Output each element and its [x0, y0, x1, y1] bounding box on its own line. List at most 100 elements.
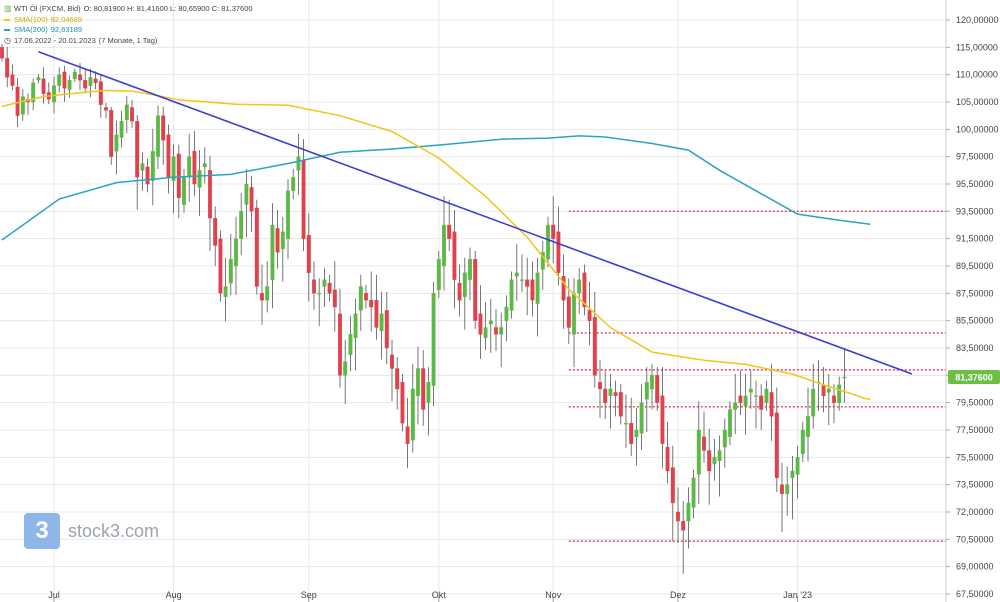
candle-60: [312, 261, 316, 310]
candle-154: [800, 421, 805, 463]
candle-body-52: [270, 224, 275, 280]
candle-body-138: [717, 450, 722, 461]
candle-body-115: [598, 382, 602, 390]
candle-body-40: [208, 170, 212, 219]
x-tick-label-0: Jul: [48, 590, 60, 600]
candle-52: [270, 203, 275, 309]
price-badge-text: 81,37600: [955, 373, 993, 383]
candle-95: [494, 309, 498, 351]
candle-body-160: [832, 395, 836, 403]
candle-120: [624, 394, 628, 448]
candle-body-136: [707, 450, 712, 472]
candle-59: [306, 213, 311, 302]
candle-8: [41, 67, 46, 104]
candle-body-109: [566, 296, 571, 328]
candle-body-142: [738, 395, 743, 403]
candle-19: [98, 75, 103, 118]
candle-body-86: [447, 224, 452, 239]
y-tick-label-3: 105,00000: [956, 97, 999, 107]
y-tick-label-11: 85,50000: [956, 316, 994, 326]
candle-97: [504, 295, 509, 342]
candle-123: [639, 384, 644, 450]
candle-14: [72, 68, 77, 83]
x-tick-label-5: Dez: [670, 590, 687, 600]
candle-40: [208, 155, 212, 251]
candle-body-38: [197, 170, 202, 188]
candle-138: [717, 435, 722, 497]
candle-body-82: [426, 382, 431, 403]
y-tick-label-12: 83,50000: [956, 343, 994, 353]
candle-body-69: [358, 286, 363, 311]
candle-body-37: [192, 151, 197, 185]
candle-68: [353, 298, 358, 371]
candle-body-66: [343, 361, 348, 376]
candle-143: [743, 373, 748, 435]
candle-body-47: [244, 183, 249, 205]
candle-53: [275, 209, 280, 269]
candle-body-71: [369, 300, 374, 308]
candle-body-143: [743, 395, 748, 407]
candle-body-103: [535, 272, 540, 304]
candle-body-114: [592, 317, 597, 376]
y-tick-label-10: 87,50000: [956, 288, 994, 298]
candle-body-39: [202, 163, 207, 168]
candle-104: [540, 240, 545, 290]
candle-body-67: [348, 334, 353, 355]
candle-102: [530, 261, 535, 317]
instrument-name: WTI Öl (FXCM, Bid): [14, 4, 81, 13]
x-tick-label-4: Nov: [545, 590, 562, 600]
candle-body-158: [821, 385, 826, 396]
candle-body-22: [114, 134, 119, 152]
y-tick-label-4: 100,00000: [956, 124, 999, 134]
candle-body-124: [644, 382, 649, 400]
candle-body-146: [759, 395, 764, 410]
y-tick-label-16: 75,50000: [956, 452, 994, 462]
candle-39: [202, 147, 207, 184]
candle-body-56: [291, 177, 296, 191]
candle-88: [457, 264, 462, 317]
candle-80: [416, 346, 420, 425]
candle-body-161: [837, 384, 842, 403]
range-note: (7 Monate, 1 Tag): [98, 35, 158, 45]
candle-132: [686, 487, 691, 549]
x-axis: Jul Aug Sep Okt Nov Dez Jan '23: [48, 590, 812, 602]
candle-20: [104, 102, 108, 119]
candle-141: [733, 373, 738, 435]
candle-body-101: [525, 279, 530, 287]
candle-body-17: [88, 77, 93, 86]
candle-body-63: [327, 282, 332, 294]
sma100-value: 82,04689: [50, 14, 83, 24]
candle-145: [754, 380, 758, 429]
candle-44: [228, 233, 233, 296]
candle-body-41: [213, 218, 218, 246]
candle-body-88: [457, 282, 462, 301]
candle-body-153: [795, 457, 800, 475]
candle-body-159: [826, 388, 831, 393]
candle-5: [26, 93, 30, 116]
candle-body-87: [452, 231, 457, 280]
candle-49: [254, 199, 259, 295]
candle-16: [83, 70, 88, 94]
candle-47: [244, 168, 249, 238]
candle-105: [546, 216, 550, 268]
candle-body-133: [691, 477, 696, 508]
candle-body-11: [57, 74, 62, 86]
candle-body-32: [166, 134, 171, 178]
candle-body-105: [546, 224, 550, 260]
candle-107: [556, 206, 561, 286]
candle-body-15: [78, 74, 82, 81]
candle-41: [213, 206, 218, 266]
y-tick-label-5: 97,50000: [956, 152, 994, 162]
candle-body-122: [634, 429, 639, 437]
candle-body-1: [5, 58, 10, 78]
y-tick-label-1: 115,00000: [956, 42, 998, 52]
candle-55: [286, 179, 290, 260]
candle-124: [644, 367, 649, 433]
candle-body-129: [670, 467, 675, 504]
candle-73: [379, 291, 384, 360]
candle-72: [374, 274, 379, 340]
candle-body-148: [769, 392, 774, 417]
candle-body-55: [286, 190, 290, 239]
candle-67: [348, 315, 353, 372]
